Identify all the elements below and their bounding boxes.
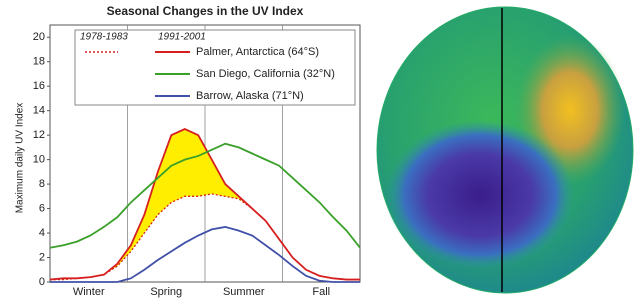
x-tick-label: Winter	[73, 286, 105, 298]
y-tick-label: 0	[39, 276, 45, 288]
globe	[377, 7, 633, 293]
y-axis-label: Maximum daily UV Index	[15, 103, 26, 214]
x-tick-label: Summer	[223, 286, 265, 298]
legend-label: San Diego, California (32°N)	[196, 68, 335, 80]
y-tick-label: 10	[33, 154, 45, 166]
y-tick-label: 14	[33, 105, 45, 117]
y-tick-label: 16	[33, 80, 45, 92]
y-tick-label: 2	[39, 251, 45, 263]
y-tick-label: 4	[39, 227, 45, 239]
y-tick-label: 12	[33, 129, 45, 141]
x-tick-label: Fall	[312, 286, 330, 298]
legend-label: Palmer, Antarctica (64°S)	[196, 46, 319, 58]
y-tick-label: 6	[39, 202, 45, 214]
figure: Seasonal Changes in the UV Index Maximum…	[0, 0, 641, 299]
y-tick-label: 20	[33, 31, 45, 43]
y-tick-label: 8	[39, 178, 45, 190]
page: {"chart_data": {"type": "line", "title":…	[0, 0, 641, 299]
legend-header: 1991-2001	[158, 32, 206, 43]
y-tick-label: 18	[33, 56, 45, 68]
legend-label: Barrow, Alaska (71°N)	[196, 90, 304, 102]
legend-header: 1978-1983	[80, 32, 128, 43]
x-tick-label: Spring	[150, 286, 182, 298]
chart-title: Seasonal Changes in the UV Index	[107, 4, 304, 18]
